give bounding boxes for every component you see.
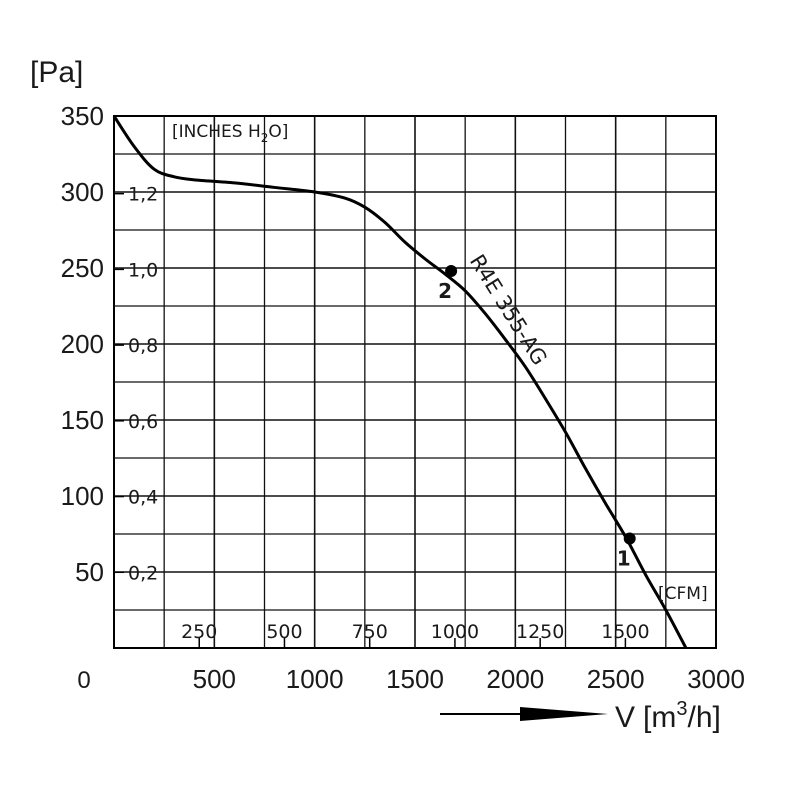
inches-tick-label: 1,2 (128, 184, 158, 206)
inches-h2o-label: [INCHES H2O] (172, 122, 288, 145)
x-tick-label: 2500 (587, 664, 645, 694)
cfm-tick-label: 250 (181, 621, 217, 643)
operating-point-label: 1 (617, 547, 631, 571)
operating-point-1 (623, 532, 636, 545)
cfm-tick-label: 500 (266, 621, 302, 643)
y-tick-labels: 50 100 150 200 250 300 350 (61, 101, 104, 587)
inches-tick-label: 0,2 (128, 562, 158, 584)
inches-tick-label: 1,0 (128, 259, 158, 281)
inches-tick-label: 0,8 (128, 335, 158, 357)
operating-point-2 (445, 265, 458, 278)
y-tick-label: 300 (61, 177, 104, 207)
x-tick-label: 3000 (687, 664, 745, 694)
cfm-tick-labels: 250 500 750 1000 1250 1500 (181, 621, 649, 643)
y-tick-label: 100 (61, 481, 104, 511)
inches-tick-labels: 0,2 0,4 0,6 0,8 1,0 1,2 (128, 184, 158, 585)
x-tick-label: 1500 (386, 664, 444, 694)
cfm-tick-label: 1500 (601, 621, 649, 643)
cfm-tick-label: 1250 (516, 621, 564, 643)
y-tick-label: 50 (75, 557, 104, 587)
x-axis-title: V [m3/h] (615, 698, 721, 734)
origin-label: 0 (77, 667, 90, 694)
x-tick-label: 2000 (486, 664, 544, 694)
y-tick-label: 350 (61, 101, 104, 131)
x-axis-arrow (440, 707, 608, 721)
cfm-tick-label: 1000 (431, 621, 479, 643)
y-tick-label: 150 (61, 405, 104, 435)
inches-tick-label: 0,4 (128, 487, 158, 509)
y-axis-title: [Pa] (30, 56, 83, 89)
cfm-label: [CFM] (658, 584, 708, 604)
x-tick-labels: 500 1000 1500 2000 2500 3000 (193, 664, 745, 694)
y-tick-label: 250 (61, 253, 104, 283)
x-tick-label: 1000 (286, 664, 344, 694)
operating-point-label: 2 (438, 279, 452, 303)
grid (113, 115, 717, 649)
series-line-r4e-355-ag (112, 115, 688, 649)
x-tick-label: 500 (193, 664, 236, 694)
y-tick-label: 200 (61, 329, 104, 359)
operating-points: 21 (438, 265, 636, 571)
inches-tick-label: 0,6 (128, 411, 158, 433)
cfm-tick-label: 750 (352, 621, 388, 643)
